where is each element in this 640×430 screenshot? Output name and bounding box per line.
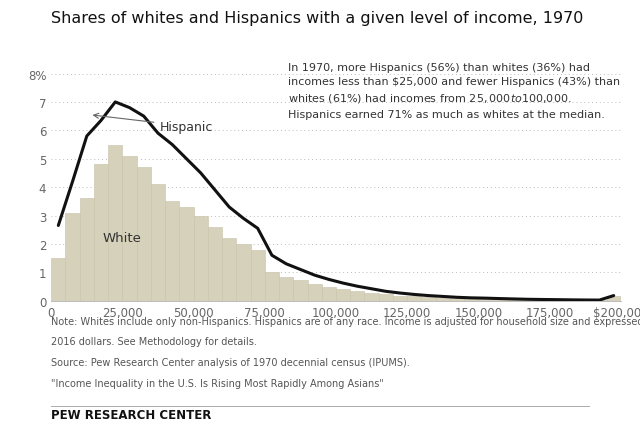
Text: In 1970, more Hispanics (56%) than whites (36%) had
incomes less than $25,000 an: In 1970, more Hispanics (56%) than white… xyxy=(287,63,620,120)
Bar xyxy=(436,298,450,301)
Bar xyxy=(493,299,507,301)
Bar xyxy=(607,297,621,301)
Bar xyxy=(507,300,521,301)
Bar xyxy=(265,273,279,301)
Bar xyxy=(222,239,236,301)
Bar xyxy=(65,213,79,301)
Bar xyxy=(350,291,365,301)
Bar xyxy=(279,277,293,301)
Bar xyxy=(464,299,479,301)
Text: PEW RESEARCH CENTER: PEW RESEARCH CENTER xyxy=(51,408,212,421)
Bar xyxy=(393,296,407,301)
Bar xyxy=(293,281,307,301)
Bar xyxy=(80,199,94,301)
Bar xyxy=(236,244,251,301)
Bar xyxy=(479,299,493,301)
Bar xyxy=(179,208,194,301)
Bar xyxy=(407,297,422,301)
Bar xyxy=(194,216,208,301)
Bar xyxy=(365,293,379,301)
Bar xyxy=(165,202,179,301)
Bar xyxy=(208,227,222,301)
Bar xyxy=(450,298,464,301)
Bar xyxy=(307,284,322,301)
Text: Note: Whites include only non-Hispanics. Hispanics are of any race. Income is ad: Note: Whites include only non-Hispanics.… xyxy=(51,316,640,326)
Bar xyxy=(251,250,265,301)
Bar xyxy=(322,287,336,301)
Text: Hispanic: Hispanic xyxy=(93,114,212,133)
Bar xyxy=(421,298,436,301)
Text: 2016 dollars. See Methodology for details.: 2016 dollars. See Methodology for detail… xyxy=(51,337,257,347)
Text: "Income Inequality in the U.S. Is Rising Most Rapidly Among Asians": "Income Inequality in the U.S. Is Rising… xyxy=(51,378,384,388)
Bar xyxy=(122,157,137,301)
Bar xyxy=(108,145,122,301)
Bar xyxy=(94,165,108,301)
Bar xyxy=(137,168,151,301)
Bar xyxy=(379,295,393,301)
Bar xyxy=(550,300,564,301)
Text: White: White xyxy=(102,231,141,245)
Bar xyxy=(521,300,535,301)
Text: Source: Pew Research Center analysis of 1970 decennial census (IPUMS).: Source: Pew Research Center analysis of … xyxy=(51,357,410,367)
Bar xyxy=(336,289,350,301)
Bar xyxy=(535,300,550,301)
Text: Shares of whites and Hispanics with a given level of income, 1970: Shares of whites and Hispanics with a gi… xyxy=(51,11,584,26)
Bar xyxy=(564,300,578,301)
Bar xyxy=(151,185,165,301)
Bar xyxy=(51,258,65,301)
